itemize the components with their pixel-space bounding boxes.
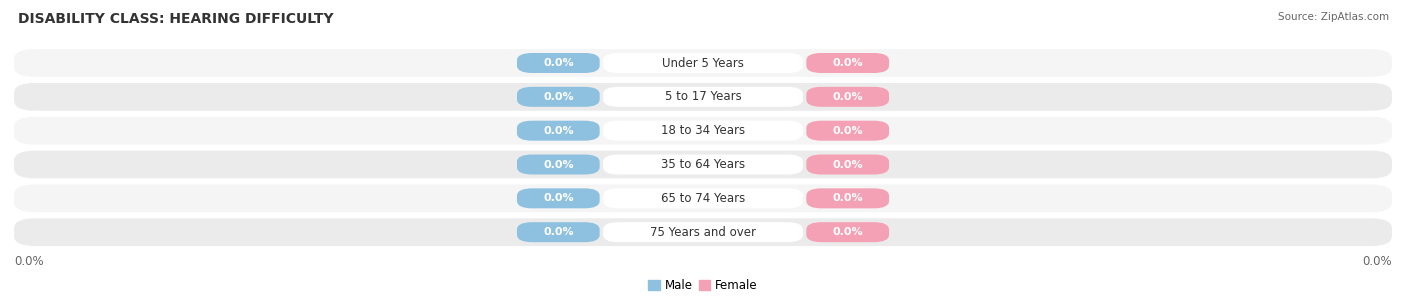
- Text: 5 to 17 Years: 5 to 17 Years: [665, 90, 741, 103]
- FancyBboxPatch shape: [14, 83, 1392, 111]
- Text: 0.0%: 0.0%: [14, 255, 44, 268]
- Text: 0.0%: 0.0%: [543, 126, 574, 136]
- FancyBboxPatch shape: [14, 151, 1392, 178]
- FancyBboxPatch shape: [14, 117, 1392, 145]
- Text: 0.0%: 0.0%: [832, 227, 863, 237]
- Text: DISABILITY CLASS: HEARING DIFFICULTY: DISABILITY CLASS: HEARING DIFFICULTY: [18, 12, 333, 26]
- Text: 0.0%: 0.0%: [832, 126, 863, 136]
- FancyBboxPatch shape: [517, 155, 599, 174]
- FancyBboxPatch shape: [603, 222, 803, 242]
- FancyBboxPatch shape: [517, 222, 599, 242]
- Text: 35 to 64 Years: 35 to 64 Years: [661, 158, 745, 171]
- FancyBboxPatch shape: [603, 87, 803, 107]
- Text: 0.0%: 0.0%: [832, 92, 863, 102]
- Text: 0.0%: 0.0%: [832, 193, 863, 203]
- FancyBboxPatch shape: [807, 87, 889, 107]
- Text: 0.0%: 0.0%: [543, 58, 574, 68]
- FancyBboxPatch shape: [517, 188, 599, 208]
- FancyBboxPatch shape: [517, 121, 599, 141]
- Text: 0.0%: 0.0%: [832, 58, 863, 68]
- Text: 65 to 74 Years: 65 to 74 Years: [661, 192, 745, 205]
- FancyBboxPatch shape: [603, 53, 803, 73]
- Text: 0.0%: 0.0%: [543, 160, 574, 170]
- Text: Source: ZipAtlas.com: Source: ZipAtlas.com: [1278, 12, 1389, 22]
- Text: 0.0%: 0.0%: [543, 92, 574, 102]
- FancyBboxPatch shape: [14, 49, 1392, 77]
- FancyBboxPatch shape: [517, 53, 599, 73]
- Text: 0.0%: 0.0%: [543, 193, 574, 203]
- Text: 75 Years and over: 75 Years and over: [650, 226, 756, 239]
- Legend: Male, Female: Male, Female: [648, 279, 758, 292]
- FancyBboxPatch shape: [603, 121, 803, 141]
- FancyBboxPatch shape: [14, 185, 1392, 212]
- FancyBboxPatch shape: [807, 121, 889, 141]
- Text: 0.0%: 0.0%: [543, 227, 574, 237]
- FancyBboxPatch shape: [807, 53, 889, 73]
- Text: 0.0%: 0.0%: [832, 160, 863, 170]
- FancyBboxPatch shape: [14, 218, 1392, 246]
- FancyBboxPatch shape: [807, 188, 889, 208]
- FancyBboxPatch shape: [603, 155, 803, 174]
- Text: 18 to 34 Years: 18 to 34 Years: [661, 124, 745, 137]
- FancyBboxPatch shape: [517, 87, 599, 107]
- Text: 0.0%: 0.0%: [1362, 255, 1392, 268]
- FancyBboxPatch shape: [603, 188, 803, 208]
- FancyBboxPatch shape: [807, 222, 889, 242]
- FancyBboxPatch shape: [807, 155, 889, 174]
- Text: Under 5 Years: Under 5 Years: [662, 56, 744, 70]
